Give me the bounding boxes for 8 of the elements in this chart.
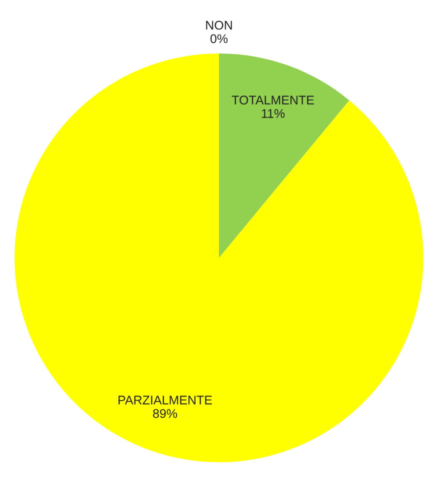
- text: 0%: [210, 34, 228, 44]
- data-label: 89%: [153, 409, 178, 418]
- slice-label: TOTALMENTE: [232, 96, 314, 104]
- pie-slice: [219, 53, 350, 258]
- slice-label: PARZIALMENTE: [118, 396, 212, 404]
- category-label: NON: [206, 20, 232, 30]
- pie-slice: [14, 53, 424, 462]
- data-label: 11%: [262, 109, 285, 118]
